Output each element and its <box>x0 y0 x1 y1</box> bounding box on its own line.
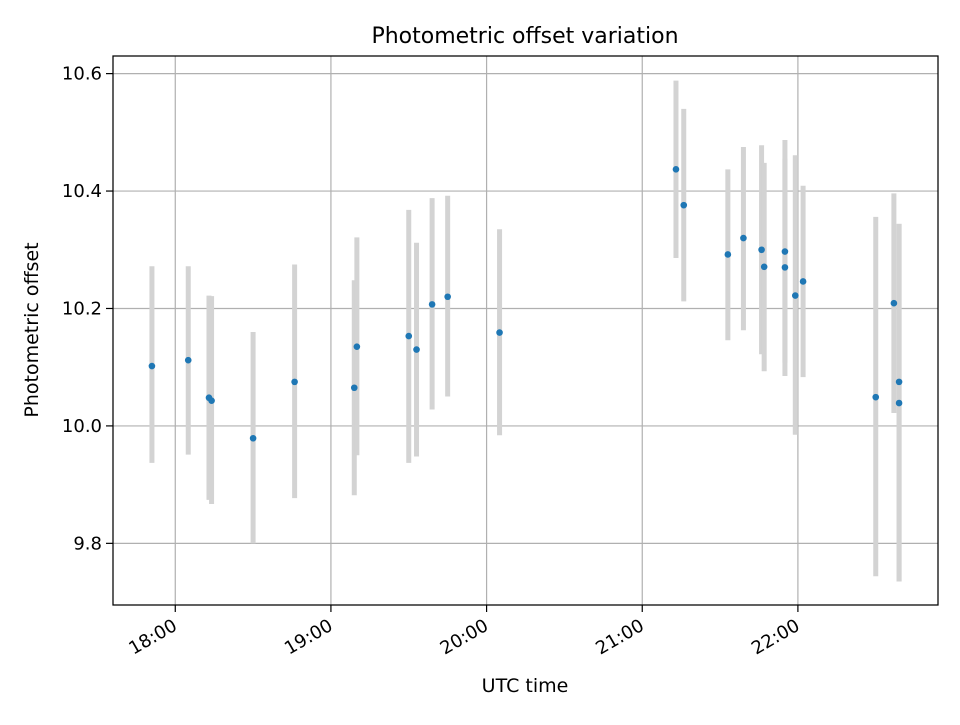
data-markers <box>148 166 903 442</box>
y-tick-label: 10.4 <box>62 181 102 202</box>
y-tick-label: 10.6 <box>62 64 102 85</box>
data-point <box>291 378 298 386</box>
data-point <box>799 278 807 285</box>
grid <box>113 56 938 605</box>
data-point <box>208 397 215 404</box>
plot-frame <box>112 55 939 606</box>
data-point <box>792 292 799 299</box>
data-point <box>353 343 361 350</box>
y-tick-label: 10.2 <box>62 298 102 319</box>
data-point <box>872 393 880 401</box>
data-point <box>148 362 156 370</box>
data-point <box>350 384 358 392</box>
data-point <box>672 166 680 173</box>
data-point <box>496 329 503 336</box>
y-tick-label: 9.8 <box>73 533 102 554</box>
data-point <box>740 234 747 242</box>
chart-title: Photometric offset variation <box>371 24 678 49</box>
data-point <box>405 332 413 340</box>
data-point <box>758 246 765 254</box>
data-point <box>760 263 768 271</box>
data-point <box>413 346 420 353</box>
data-point <box>895 378 903 386</box>
data-point <box>680 201 688 209</box>
x-axis-label: UTC time <box>482 675 569 697</box>
data-point <box>444 293 451 301</box>
y-tick-label: 10.0 <box>62 416 102 437</box>
data-point <box>890 299 898 307</box>
data-point <box>184 356 192 364</box>
y-axis-label: Photometric offset <box>21 242 43 417</box>
data-point <box>895 399 903 407</box>
data-point <box>781 248 789 255</box>
data-point <box>428 301 436 308</box>
data-point <box>781 264 789 271</box>
data-point <box>249 434 257 442</box>
data-point <box>724 251 732 258</box>
